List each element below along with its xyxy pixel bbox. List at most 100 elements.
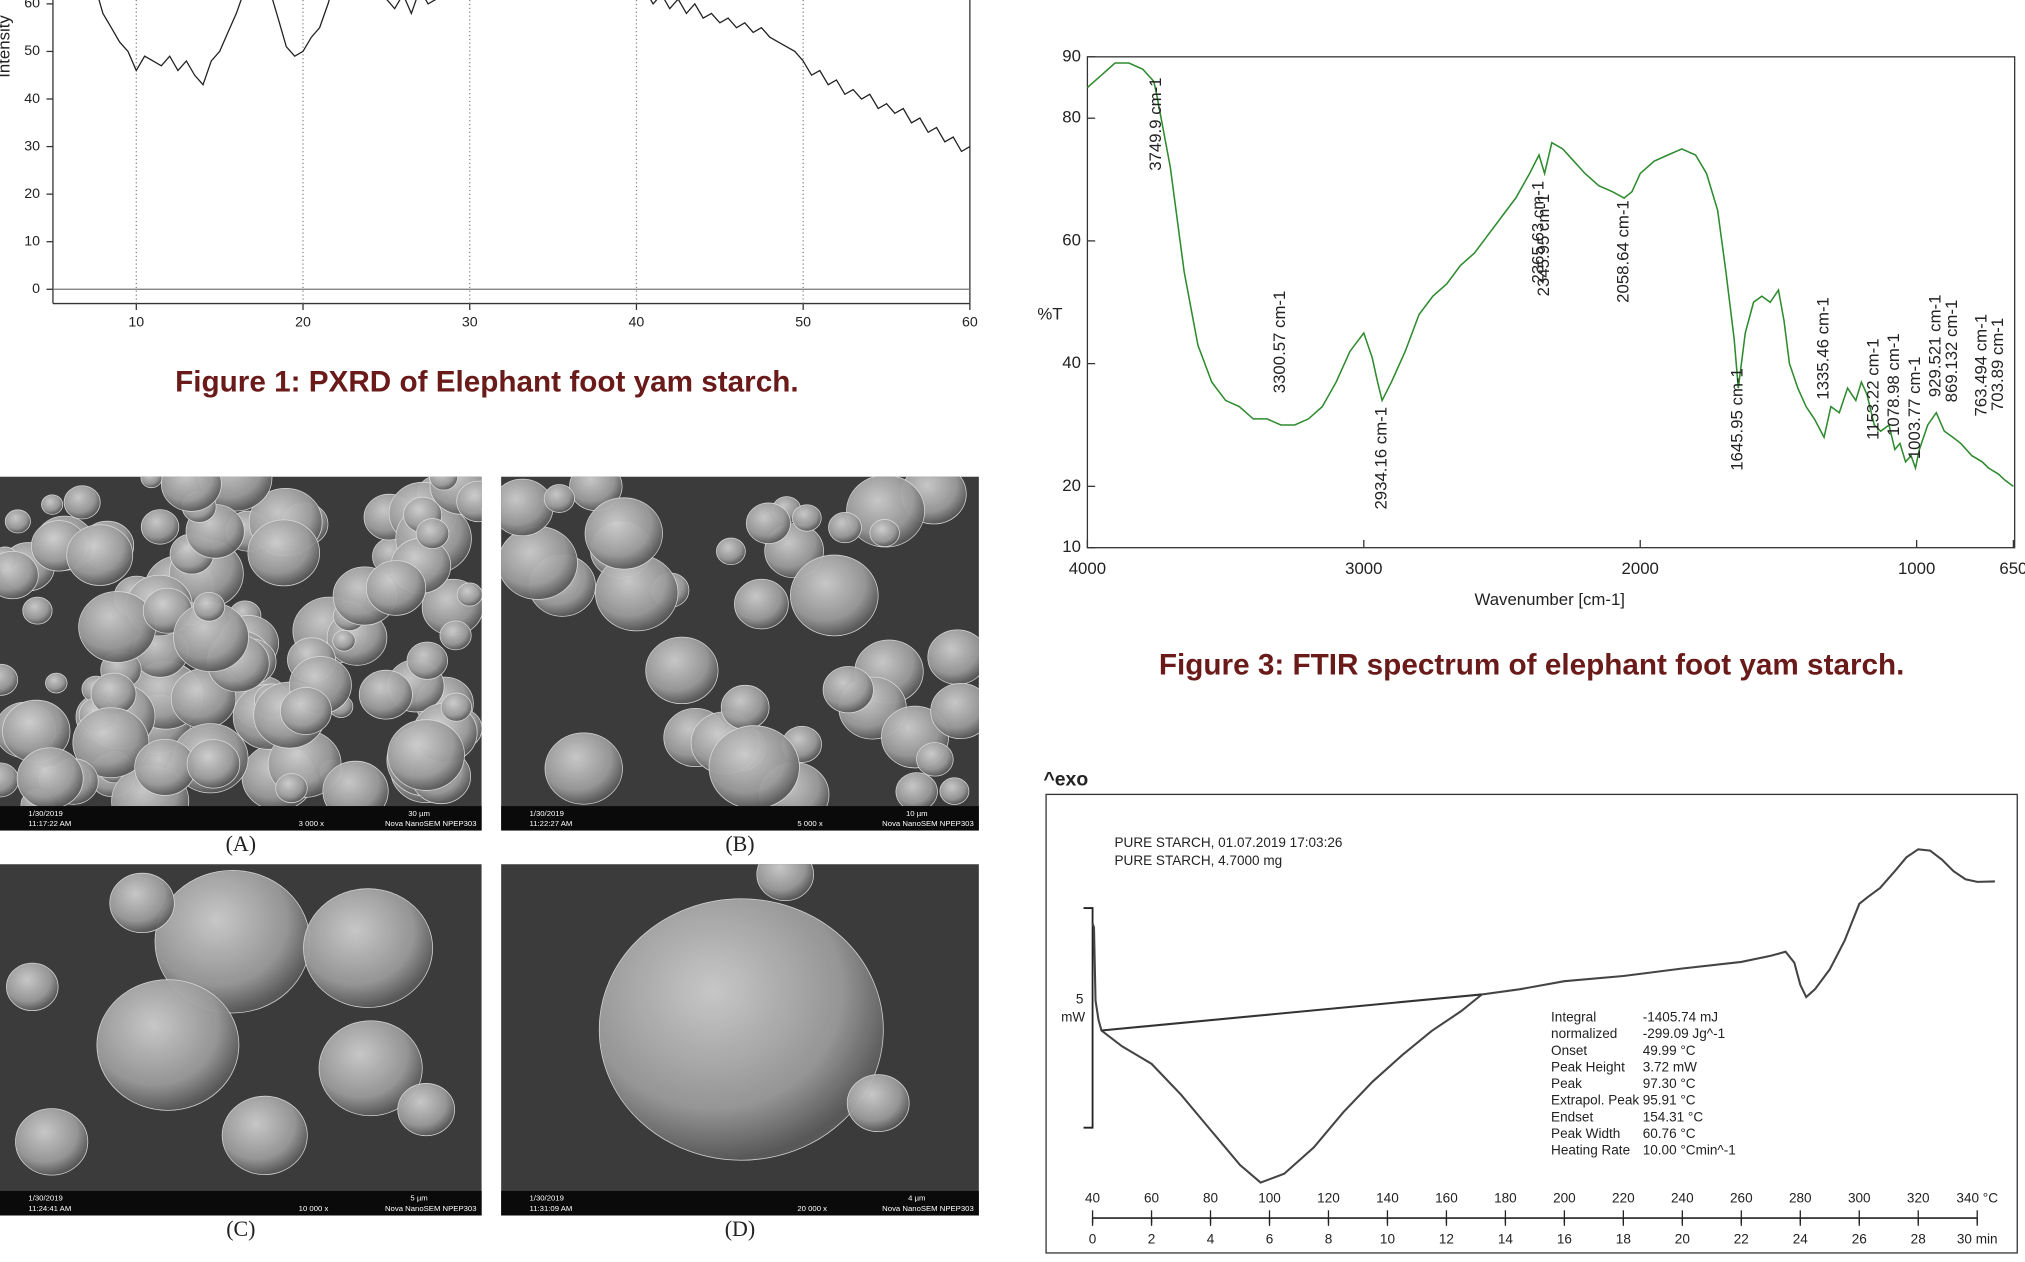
sem-date: 1/30/2019: [529, 809, 563, 818]
result-name: Heating Rate: [1551, 1143, 1630, 1158]
sem-image: [0, 864, 482, 1191]
x-tick-label: 320: [1907, 1190, 1930, 1205]
starch-granule: [916, 742, 954, 777]
starch-granule: [789, 554, 879, 637]
y-tick-label: 40: [1062, 353, 1081, 372]
starch-granule: [927, 629, 979, 685]
starch-granule: [66, 524, 134, 586]
x-tick-label: 40: [1085, 1190, 1100, 1205]
starch-granule: [322, 760, 389, 807]
peak-label: 3300.57 cm-1: [1270, 291, 1289, 394]
result-value: 60.76 °C: [1643, 1126, 1696, 1141]
x2-tick-label: 26: [1852, 1232, 1867, 1247]
x-tick-label: 220: [1612, 1190, 1635, 1205]
panel-label: (D): [725, 1216, 755, 1241]
peak-label: 1078.98 cm-1: [1884, 333, 1903, 436]
starch-granule: [78, 591, 157, 663]
peak-label: 703.89 cm-1: [1988, 318, 2007, 411]
x2-tick-label: 12: [1439, 1232, 1454, 1247]
x-tick-label: 1000: [1898, 559, 1935, 578]
x2-tick-label: 14: [1498, 1232, 1514, 1247]
starch-granule: [387, 719, 465, 791]
result-name: Peak: [1551, 1076, 1582, 1091]
starch-granule: [415, 518, 450, 550]
x2-tick-label: 10: [1380, 1232, 1395, 1247]
starch-granule: [186, 739, 241, 789]
sem-time: 11:22:27 AM: [529, 819, 572, 828]
pxrd-line: [98, 0, 970, 153]
starch-granule: [0, 551, 39, 600]
result-value: 97.30 °C: [1643, 1076, 1696, 1091]
starch-granule: [16, 747, 84, 807]
x2-tick-label: 22: [1734, 1232, 1749, 1247]
starch-granule: [828, 512, 862, 544]
peak-label: 763.494 cm-1: [1971, 314, 1990, 417]
starch-granule: [429, 476, 459, 491]
info-bar: [501, 1190, 979, 1216]
starch-granule: [501, 526, 578, 600]
starch-granule: [247, 519, 321, 587]
x2-tick-label: 16: [1557, 1232, 1572, 1247]
y-axis-label: Intensity: [0, 15, 14, 78]
starch-granule: [645, 636, 719, 705]
x2-tick-label: 20: [1675, 1232, 1690, 1247]
y-tick-label: 40: [24, 91, 40, 107]
result-name: Endset: [1551, 1109, 1593, 1124]
starch-granule: [708, 725, 800, 807]
x2-tick-label: 30 min: [1957, 1232, 1998, 1247]
y-tick-label: 10: [1062, 537, 1081, 556]
starch-granule: [846, 1074, 910, 1133]
x2-tick-label: 2: [1148, 1232, 1156, 1247]
starch-granule: [0, 663, 19, 696]
plot-frame: [1086, 56, 2016, 549]
starch-granule: [716, 537, 746, 566]
y-axis-label: ^exo: [1043, 768, 1088, 790]
sem-date: 1/30/2019: [529, 1194, 563, 1203]
x-tick-label: 160: [1435, 1190, 1458, 1205]
result-value: 95.91 °C: [1643, 1093, 1696, 1108]
starch-granule: [6, 962, 59, 1012]
peak-label: 2934.16 cm-1: [1371, 407, 1390, 510]
starch-granule: [140, 476, 163, 489]
x-tick-label: 60: [1144, 1190, 1159, 1205]
peak-label: 1153.22 cm-1: [1864, 338, 1883, 439]
peak-label: 1335.46 cm-1: [1813, 297, 1832, 400]
starch-granule: [397, 1083, 455, 1137]
scale-bar: [1083, 907, 1094, 1129]
x-tick-label: 240: [1671, 1190, 1694, 1205]
sem-date: 1/30/2019: [28, 809, 62, 818]
starch-granule: [456, 582, 482, 607]
starch-granule: [756, 864, 814, 902]
x-tick-label: 300: [1848, 1190, 1871, 1205]
sem-instrument: Nova NanoSEM NPEP303: [882, 819, 974, 828]
sem-instrument: Nova NanoSEM NPEP303: [385, 1204, 477, 1213]
x-tick-label: 20: [295, 315, 311, 331]
starch-granule: [720, 684, 770, 730]
starch-granule: [134, 738, 196, 796]
integration-baseline: [1101, 993, 1482, 1032]
peak-label: 929.521 cm-1: [1926, 295, 1945, 398]
starch-granule: [734, 578, 789, 630]
sem-mag: 10 000 x: [299, 1204, 329, 1213]
starch-granule: [332, 629, 356, 652]
starch-granule: [63, 485, 101, 520]
info-bar: [0, 1190, 482, 1216]
panel-label: (A): [226, 831, 256, 856]
sem-scale: 5 µm: [410, 1194, 427, 1203]
starch-granule: [109, 872, 175, 934]
sem-image: [501, 476, 979, 807]
starch-granule: [303, 888, 434, 1008]
y-tick-label: 20: [1062, 476, 1081, 495]
x2-tick-label: 28: [1911, 1232, 1926, 1247]
plot-frame: [1045, 793, 2018, 1254]
x2-tick-label: 4: [1207, 1232, 1215, 1247]
result-value: 3.72 mW: [1643, 1059, 1697, 1074]
sem-mag: 5 000 x: [797, 819, 823, 828]
result-name: Peak Width: [1551, 1126, 1620, 1141]
starch-granule: [45, 672, 68, 694]
result-value: 154.31 °C: [1643, 1109, 1704, 1124]
x-tick-label: 200: [1553, 1190, 1576, 1205]
dsc-curve: [1091, 848, 1995, 1184]
starch-granule: [456, 480, 482, 523]
